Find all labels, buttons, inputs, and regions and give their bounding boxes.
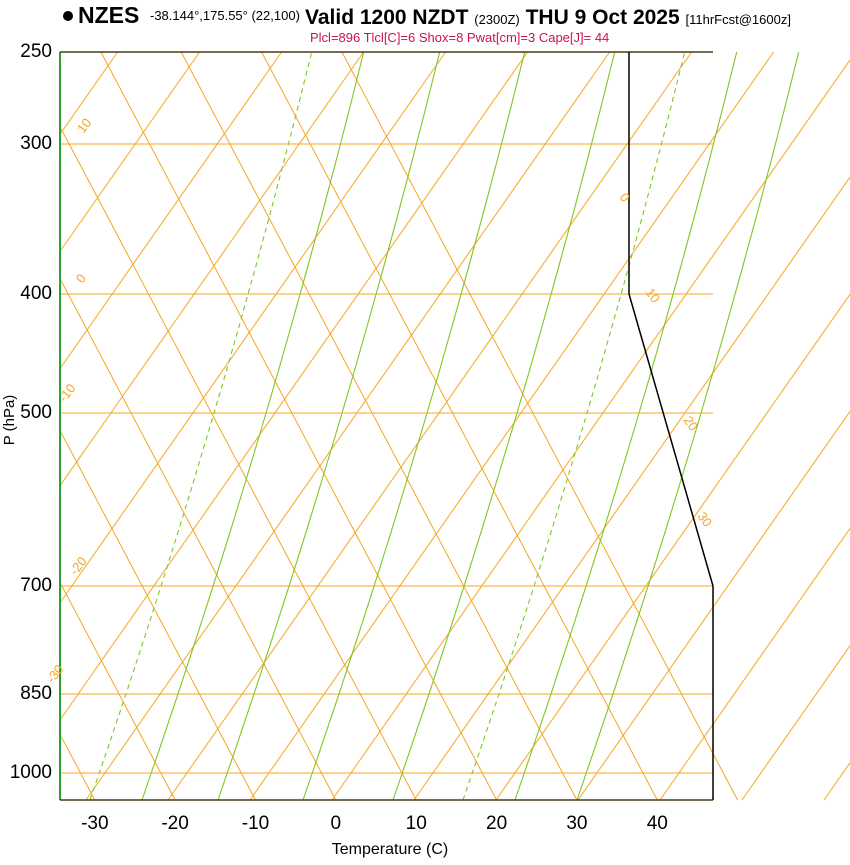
svg-text:40: 40: [647, 813, 668, 834]
svg-text:850: 850: [20, 683, 52, 704]
svg-text:P (hPa): P (hPa): [1, 395, 18, 446]
svg-text:NZES: NZES: [78, 2, 139, 28]
svg-text:700: 700: [20, 575, 52, 596]
svg-text:250: 250: [20, 41, 52, 62]
svg-text:-20: -20: [161, 813, 188, 834]
svg-text:-38.144°,175.55° (22,100): -38.144°,175.55° (22,100): [150, 8, 300, 23]
svg-text:-10: -10: [242, 813, 269, 834]
svg-text:400: 400: [20, 283, 52, 304]
svg-text:500: 500: [20, 402, 52, 423]
svg-text:Plcl=896 Tlcl[C]=6 Shox=8 Pwat: Plcl=896 Tlcl[C]=6 Shox=8 Pwat[cm]=3 Cap…: [310, 30, 609, 45]
svg-text:-30: -30: [81, 813, 108, 834]
svg-text:10: 10: [406, 813, 427, 834]
svg-text:300: 300: [20, 133, 52, 154]
svg-text:30: 30: [566, 813, 587, 834]
svg-text:20: 20: [486, 813, 507, 834]
svg-text:Temperature (C): Temperature (C): [332, 841, 448, 858]
svg-text:0: 0: [331, 813, 342, 834]
svg-text:1000: 1000: [10, 762, 52, 783]
